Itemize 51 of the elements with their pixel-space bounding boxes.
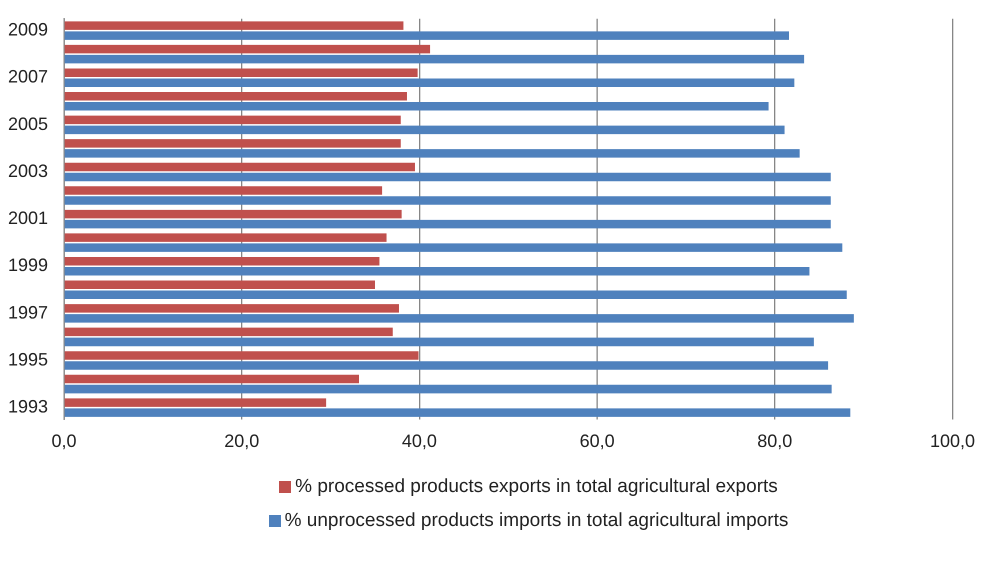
legend-label: % processed products exports in total agricultural exports (295, 476, 778, 498)
y-tick-label: 1999 (8, 255, 48, 276)
bar (64, 328, 393, 336)
bar (64, 54, 804, 64)
bar (64, 116, 401, 124)
bar (64, 338, 814, 346)
y-tick-label: 2003 (8, 160, 48, 181)
bar (64, 233, 387, 242)
bar (64, 398, 326, 407)
bar (64, 290, 847, 300)
bar (64, 21, 404, 30)
bar (64, 210, 402, 218)
x-tick-label: 100,0 (930, 431, 975, 452)
y-tick-label: 1993 (8, 396, 48, 417)
bar (64, 149, 800, 158)
bar (64, 266, 810, 276)
bar (64, 243, 842, 252)
bar (64, 304, 399, 313)
x-tick-label: 80,0 (757, 431, 792, 452)
bar (64, 186, 382, 195)
y-tick-label: 1995 (8, 349, 48, 370)
bar (64, 196, 831, 205)
y-tick-label: 2001 (8, 208, 48, 228)
x-tick-label: 20,0 (224, 431, 260, 452)
bar (64, 256, 380, 266)
bar (64, 351, 419, 360)
bar (64, 280, 375, 290)
bar (64, 172, 831, 182)
bar (64, 374, 360, 384)
bar (64, 102, 769, 111)
bar (64, 220, 831, 228)
bar (64, 126, 785, 134)
x-tick-label: 0,0 (52, 431, 77, 452)
bar (64, 68, 418, 77)
bar (64, 408, 850, 417)
y-tick-label: 2009 (8, 20, 48, 40)
y-tick-label: 2007 (8, 66, 48, 87)
x-tick-label: 40,0 (402, 431, 437, 452)
bar (64, 314, 854, 323)
bar (64, 31, 790, 40)
bar (64, 78, 794, 87)
bar (64, 139, 401, 148)
bar (64, 384, 832, 394)
y-tick-label: 2005 (8, 114, 48, 134)
bar (64, 44, 430, 54)
legend-label: % unprocessed products imports in total agricultural imports (284, 510, 788, 532)
bar (64, 361, 828, 370)
y-tick-label: 1997 (8, 302, 48, 322)
x-tick-label: 60,0 (580, 431, 615, 452)
bar (64, 92, 407, 101)
bar (64, 162, 415, 172)
